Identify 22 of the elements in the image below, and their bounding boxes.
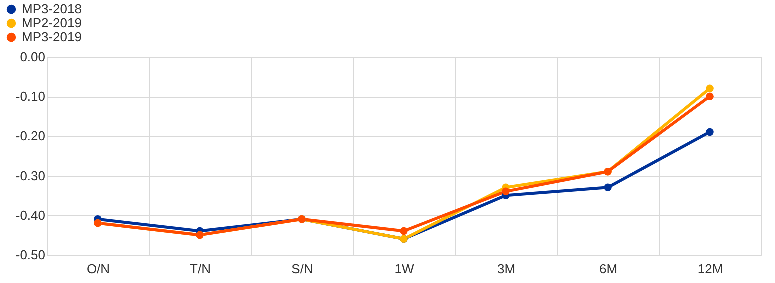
y-tick-label: -0.30 xyxy=(16,168,46,184)
point xyxy=(706,128,714,136)
y-tick-label: -0.40 xyxy=(16,208,46,223)
x-tick-label: 3M xyxy=(497,262,516,276)
point xyxy=(400,227,408,236)
x-tick-label: S/N xyxy=(292,262,314,276)
y-tick-label: -0.10 xyxy=(16,89,46,104)
x-tick-label: 1W xyxy=(394,262,415,276)
x-tick-label: 12M xyxy=(698,262,724,276)
y-tick-label: -0.50 xyxy=(16,248,46,262)
y-tick-label: -0.20 xyxy=(16,128,46,144)
point xyxy=(706,84,714,93)
x-tick-label: 6M xyxy=(599,262,618,276)
legend-label: MP2-2019 xyxy=(22,16,82,30)
point xyxy=(706,92,714,100)
y-tick-label: 0.00 xyxy=(20,50,46,64)
x-tick-label: T/N xyxy=(190,262,211,276)
legend-label: MP3-2019 xyxy=(22,30,82,44)
x-tick-label: O/N xyxy=(86,262,110,276)
legend-label: MP3-2018 xyxy=(22,2,82,16)
point xyxy=(502,188,510,196)
point xyxy=(604,184,612,192)
